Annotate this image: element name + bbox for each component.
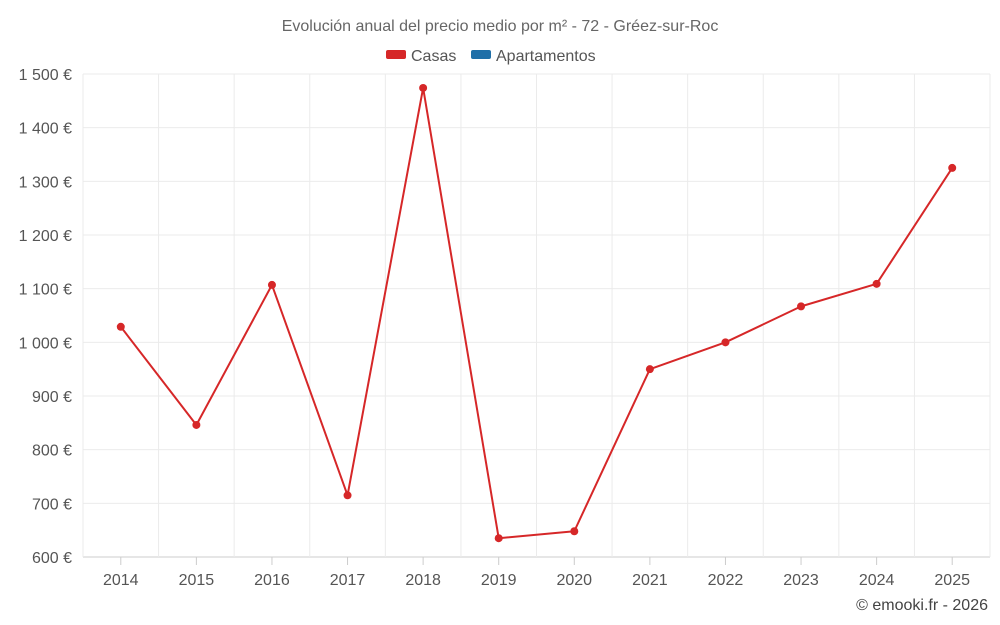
y-tick-label: 1 300 € xyxy=(19,174,72,191)
x-tick-label: 2015 xyxy=(179,572,215,589)
y-tick-label: 1 400 € xyxy=(19,121,72,138)
y-tick-label: 1 200 € xyxy=(19,228,72,245)
grid xyxy=(82,73,991,558)
x-tick-label: 2016 xyxy=(254,572,290,589)
y-tick-label: 600 € xyxy=(32,550,72,567)
legend-label-casas: Casas xyxy=(411,48,456,65)
data-point-2021[interactable] xyxy=(645,365,654,374)
x-tick-label: 2020 xyxy=(556,572,592,589)
data-point-2018[interactable] xyxy=(419,83,428,92)
x-axis-ticks: 2014 2015 2016 2017 2018 2019 2020 2021 2022 2023… xyxy=(103,557,970,589)
series-line-casas xyxy=(119,86,954,540)
data-point-2022[interactable] xyxy=(721,338,730,347)
y-tick-label: 900 € xyxy=(32,389,72,406)
y-tick-label: 1 100 € xyxy=(19,282,72,299)
x-tick-label: 2014 xyxy=(103,572,139,589)
y-axis-ticks: 600 € 700 € 800 € 900 € 1 000 € 1 100 € 1 200 … xyxy=(19,67,72,567)
data-point-2015[interactable] xyxy=(192,420,201,429)
data-point-2020[interactable] xyxy=(570,527,579,536)
legend-swatch-apartamentos xyxy=(471,50,491,59)
x-tick-label: 2022 xyxy=(708,572,744,589)
x-tick-label: 2019 xyxy=(481,572,517,589)
x-tick-label: 2023 xyxy=(783,572,819,589)
data-point-2017[interactable] xyxy=(343,491,352,500)
legend-item-apartamentos[interactable]: Apartamentos xyxy=(471,48,596,65)
x-tick-label: 2017 xyxy=(330,572,366,589)
data-point-2016[interactable] xyxy=(267,280,276,289)
x-tick-label: 2018 xyxy=(405,572,441,589)
y-tick-label: 800 € xyxy=(32,443,72,460)
chart-title: Evolución anual del precio medio por m² … xyxy=(282,18,719,35)
credit-text: © emooki.fr - 2026 xyxy=(856,597,988,614)
legend[interactable]: Casas Apartamentos xyxy=(386,48,596,65)
data-point-2023[interactable] xyxy=(797,302,806,311)
legend-swatch-casas xyxy=(386,50,406,59)
y-tick-label: 1 500 € xyxy=(19,67,72,84)
x-tick-label: 2025 xyxy=(934,572,970,589)
y-tick-label: 700 € xyxy=(32,496,72,513)
data-point-2024[interactable] xyxy=(872,279,881,288)
data-point-2025[interactable] xyxy=(948,163,957,172)
x-tick-label: 2024 xyxy=(859,572,895,589)
data-point-2019[interactable] xyxy=(494,534,503,543)
legend-item-casas[interactable]: Casas xyxy=(386,48,456,65)
x-tick-label: 2021 xyxy=(632,572,668,589)
data-point-2014[interactable] xyxy=(116,322,125,331)
legend-label-apartamentos: Apartamentos xyxy=(496,48,596,65)
series-casas xyxy=(116,83,957,543)
y-tick-label: 1 000 € xyxy=(19,335,72,352)
